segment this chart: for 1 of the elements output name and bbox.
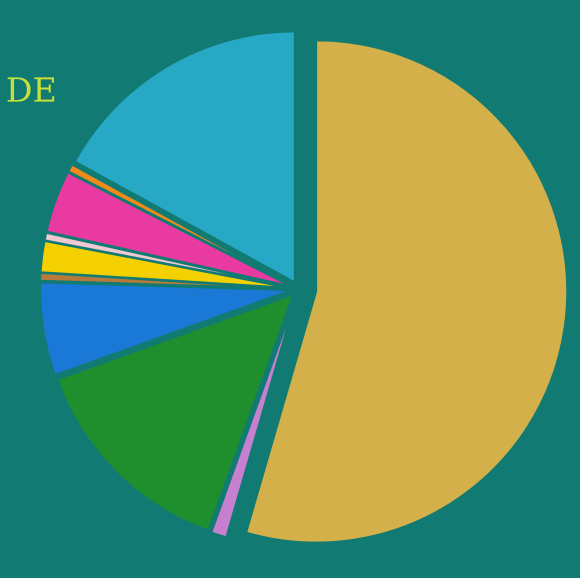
text: DE	[8, 77, 54, 102]
